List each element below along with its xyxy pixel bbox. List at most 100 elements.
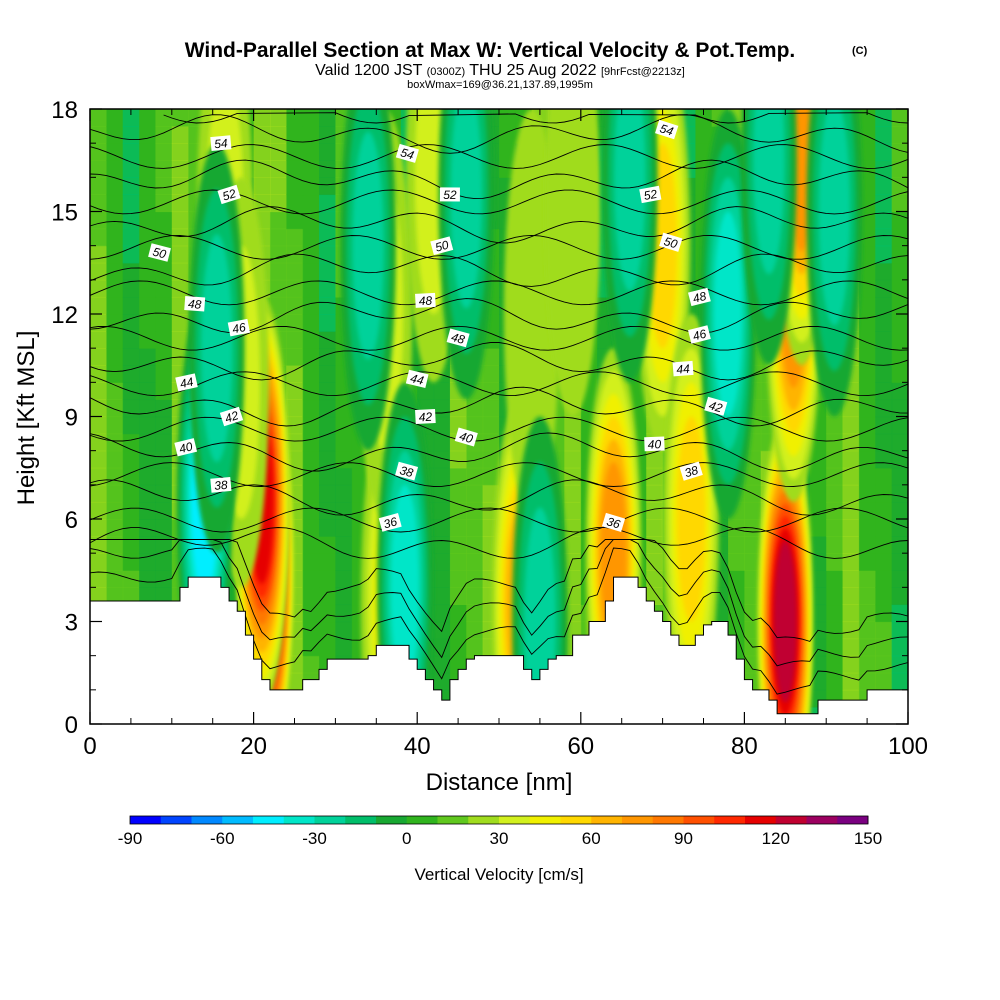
theta-label-text: 46 (691, 326, 708, 343)
field-cell (875, 365, 893, 383)
field-cell (449, 553, 467, 571)
field-cell (449, 467, 467, 486)
colorbar-swatch (652, 816, 684, 824)
field-cell (875, 638, 893, 657)
theta-label-box (659, 232, 683, 252)
field-cell (302, 501, 320, 520)
y-tick-label: 9 (65, 405, 78, 432)
title-mark: (C) (852, 45, 868, 57)
field-cell (335, 433, 353, 452)
field-cell (891, 501, 908, 520)
field-cell (891, 365, 908, 383)
colorbar-tick-label: -60 (210, 829, 235, 848)
field-cell (499, 143, 516, 161)
field-cell (449, 587, 467, 606)
theta-label-text: 40 (648, 437, 662, 451)
field-cell (90, 109, 107, 127)
field-cell (891, 467, 908, 486)
field-cell (302, 143, 320, 161)
theta-label-text: 42 (418, 410, 432, 425)
field-cell (858, 365, 876, 383)
field-cell (891, 331, 908, 349)
theta-label: 38 (679, 461, 703, 481)
field-cell (106, 536, 124, 554)
field-cell (122, 433, 140, 452)
field-cell (269, 245, 287, 264)
field-cell (646, 519, 664, 537)
theta-label-text: 52 (643, 187, 659, 203)
field-cell (286, 126, 304, 144)
field-cell (466, 604, 484, 623)
field-cell (809, 450, 827, 469)
field-cell (891, 553, 908, 571)
theta-label: 52 (217, 184, 241, 205)
field-cell (695, 126, 713, 144)
field-cell (302, 536, 320, 554)
colorbar-swatch (314, 816, 346, 824)
field-cell (891, 279, 908, 298)
colorbar-swatch (591, 816, 623, 824)
colorbar-swatch (222, 816, 254, 824)
field-cell (139, 126, 157, 144)
field-cell (319, 604, 336, 623)
field-cell (319, 638, 336, 657)
field-cell (302, 314, 320, 332)
field-cell (155, 296, 173, 315)
field-cell (335, 621, 353, 640)
field-cell (319, 587, 336, 606)
field-cell (875, 587, 893, 606)
field-cell (891, 126, 908, 144)
field-cell (466, 587, 484, 606)
field-cell (269, 177, 287, 196)
field-cell (842, 416, 860, 435)
field-cell (564, 519, 582, 537)
field-cell (171, 296, 189, 315)
field-cell (858, 296, 876, 315)
field-cell (122, 450, 140, 469)
field-cell (106, 143, 124, 161)
theta-label: 46 (227, 318, 251, 337)
field-cell (139, 536, 157, 554)
field-cell (744, 604, 762, 623)
field-cell (826, 587, 844, 606)
field-cell (155, 262, 173, 281)
field-cell (842, 553, 860, 571)
field-cell (155, 314, 173, 332)
subtitle-prefix: Valid 1200 JST (315, 62, 423, 79)
field-cell (139, 399, 157, 418)
field-cell (858, 519, 876, 537)
theta-label-text: 42 (707, 398, 724, 415)
chart-subtitle: Valid 1200 JST (0300Z) THU 25 Aug 2022 [… (315, 62, 685, 79)
field-cell (171, 262, 189, 281)
theta-label-box (688, 287, 711, 307)
field-cell (106, 348, 124, 366)
theta-label-text: 50 (662, 234, 679, 251)
field-cell (286, 143, 304, 161)
field-cell (106, 484, 124, 503)
field-cell (302, 194, 320, 213)
theta-label-text: 54 (658, 121, 675, 138)
field-cell (335, 604, 353, 623)
field-cell (891, 484, 908, 503)
field-cell (646, 536, 664, 554)
field-cell (335, 553, 353, 571)
field-cell (139, 194, 157, 213)
field-cell (891, 621, 908, 640)
theta-label-text: 48 (418, 293, 432, 308)
theta-label-text: 46 (231, 320, 247, 336)
field-cell (842, 501, 860, 520)
field-cell (482, 416, 500, 435)
field-cell (90, 143, 107, 161)
field-cell (875, 519, 893, 537)
field-cell (90, 433, 107, 452)
field-cell (302, 279, 320, 298)
field-cell (809, 570, 827, 588)
field-cell (106, 228, 124, 247)
field-cell (139, 296, 157, 315)
field-cell (155, 211, 173, 230)
field-cell (302, 109, 320, 127)
field-cell (891, 519, 908, 537)
colorbar-swatch (283, 816, 315, 824)
field-cell (286, 228, 304, 247)
field-cell (842, 604, 860, 623)
